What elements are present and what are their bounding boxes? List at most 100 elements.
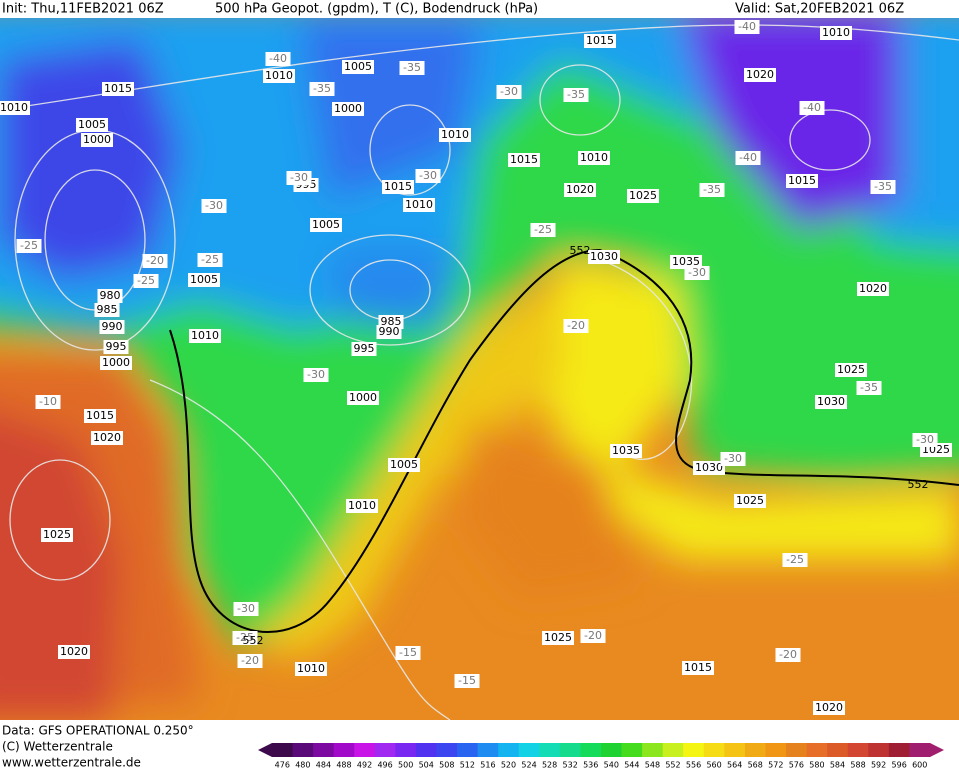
header-valid: Valid: Sat,20FEB2021 06Z — [735, 2, 904, 17]
pressure-label-text: 990 — [379, 325, 400, 338]
colorbar-swatch — [272, 743, 294, 757]
pressure-label: 1030 — [815, 395, 847, 409]
pressure-label-text: 1010 — [191, 329, 219, 342]
colorbar-label: 476 — [275, 761, 290, 770]
temperature-label: -30 — [415, 169, 441, 183]
pressure-label-text: 1015 — [684, 661, 712, 674]
temperature-label: -20 — [580, 629, 606, 643]
pressure-label-text: 995 — [106, 340, 127, 353]
colorbar-swatch — [786, 743, 808, 757]
pressure-label-text: 995 — [354, 342, 375, 355]
pressure-label: 1025 — [41, 528, 73, 542]
pressure-label: 1010 — [0, 101, 30, 115]
pressure-label: 1005 — [310, 218, 342, 232]
temperature-label-box — [912, 433, 938, 447]
pressure-label-text: 1010 — [405, 198, 433, 211]
colorbar-label: 528 — [542, 761, 557, 770]
pressure-label: 990 — [99, 320, 125, 334]
temperature-label-box — [734, 20, 760, 34]
temperature-label-text: -30 — [307, 368, 325, 381]
temperature-label: -25 — [133, 274, 159, 288]
temperature-label: -20 — [563, 319, 589, 333]
colorbar-label: 600 — [912, 761, 927, 770]
colorbar-swatch — [539, 743, 561, 757]
temperature-label: -25 — [530, 223, 556, 237]
temperature-label-text: -20 — [567, 319, 585, 332]
pressure-label-text: 1010 — [265, 69, 293, 82]
temperature-label-box — [856, 381, 882, 395]
pressure-label-box — [835, 363, 867, 377]
colorbar-label: 488 — [336, 761, 351, 770]
pressure-label: 1030 — [693, 461, 725, 475]
temperature-label-text: -35 — [567, 88, 585, 101]
colorbar-label: 532 — [563, 761, 578, 770]
pressure-label: 1010 — [820, 26, 852, 40]
pressure-label: 1000 — [81, 133, 113, 147]
colorbar-label: 496 — [377, 761, 392, 770]
colorbar-swatch — [744, 743, 766, 757]
pressure-label-text: 1000 — [349, 391, 377, 404]
temperature-label-box — [303, 368, 329, 382]
pressure-label-text: 1010 — [348, 499, 376, 512]
pressure-label: 1035 — [610, 444, 642, 458]
temperature-label: -30 — [303, 368, 329, 382]
colorbar-swatch — [354, 743, 376, 757]
temperature-label-text: -20 — [584, 629, 602, 642]
pressure-label-text: 1010 — [0, 101, 28, 114]
temperature-label-box — [799, 101, 825, 115]
pressure-label-text: 1025 — [544, 631, 572, 644]
temperature-label-box — [142, 254, 168, 268]
pressure-label-box — [76, 118, 108, 132]
pressure-label-text: 1020 — [566, 183, 594, 196]
temperature-label-box — [415, 169, 441, 183]
colorbar-swatch — [436, 743, 458, 757]
temperature-label-box — [197, 253, 223, 267]
temperature-label-text: -40 — [739, 151, 757, 164]
pressure-label: 1015 — [584, 34, 616, 48]
temperature-label-box — [232, 631, 258, 645]
pressure-label-box — [693, 461, 725, 475]
footer-copyright: (C) Wetterzentrale — [2, 740, 113, 754]
temperature-label-text: -25 — [534, 223, 552, 236]
temperature-label-text: -25 — [201, 253, 219, 266]
colorbar-label: 584 — [830, 761, 845, 770]
pressure-label-text: 1020 — [60, 645, 88, 658]
pressure-label-box — [346, 499, 378, 513]
header-bg — [0, 0, 959, 18]
temperature-label-box — [684, 266, 710, 280]
pressure-label-box — [97, 289, 123, 303]
temperature-label-text: -40 — [269, 52, 287, 65]
header-init: Init: Thu,11FEB2021 06Z — [2, 2, 164, 17]
pressure-label-box — [347, 391, 379, 405]
temperature-label: -30 — [720, 452, 746, 466]
temperature-label-box — [201, 199, 227, 213]
pressure-label: 995 — [351, 342, 377, 356]
colorbar-label: 500 — [398, 761, 413, 770]
footer-url: www.wetterzentrale.de — [2, 756, 141, 770]
pressure-label: 995 — [103, 340, 129, 354]
pressure-label: 1000 — [100, 356, 132, 370]
pressure-label-text: 1025 — [629, 189, 657, 202]
pressure-label: 1010 — [346, 499, 378, 513]
pressure-label: 1015 — [382, 180, 414, 194]
pressure-label-box — [542, 631, 574, 645]
colorbar-swatch — [827, 743, 849, 757]
pressure-label-text: 1005 — [344, 60, 372, 73]
pressure-label: 1005 — [76, 118, 108, 132]
pressure-label-box — [342, 60, 374, 74]
colorbar-label: 572 — [768, 761, 783, 770]
colorbar-swatch — [888, 743, 910, 757]
pressure-label: 1010 — [189, 329, 221, 343]
pressure-label-text: 1030 — [695, 461, 723, 474]
pressure-label-text: 1005 — [390, 458, 418, 471]
pressure-label-text: 1015 — [86, 409, 114, 422]
pressure-label: 1020 — [813, 701, 845, 715]
pressure-label-text: 1005 — [190, 273, 218, 286]
map-field — [0, 18, 959, 720]
colorbar-swatch — [765, 743, 787, 757]
colorbar-label: 492 — [357, 761, 372, 770]
pressure-label-box — [439, 128, 471, 142]
temperature-label-text: -40 — [738, 20, 756, 33]
colorbar-swatch — [374, 743, 396, 757]
